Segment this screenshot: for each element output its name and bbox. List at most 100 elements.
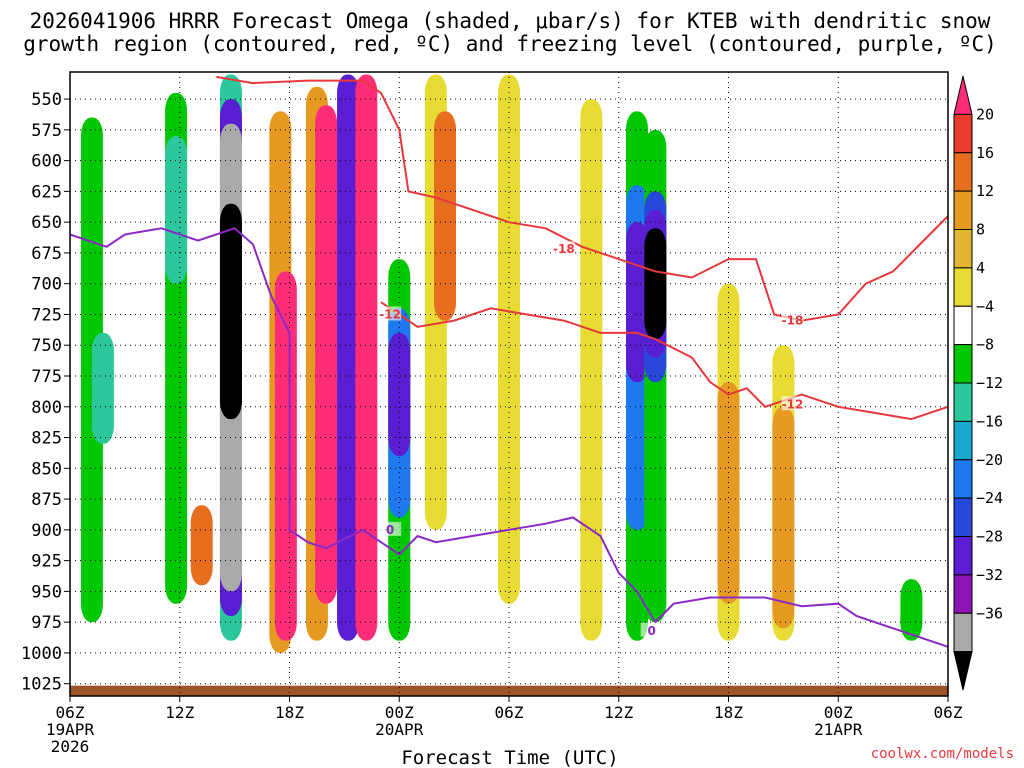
y-tick-label-775: 775 [31,367,62,387]
y-tick-label-800: 800 [31,398,62,418]
colorbar-label-11: −28 [976,528,1003,546]
omega-cell-21 [580,99,603,641]
colorbar-bin-14 [953,612,973,653]
y-tick-label-700: 700 [31,275,62,295]
omega-cell-10 [274,271,297,641]
x-tick-label-1: 12Z [165,703,194,722]
omega-cell-4 [190,505,213,586]
series-line-2 [69,227,949,648]
contour-label-0-0: -18 [553,242,575,256]
series-line-0 [216,75,949,322]
y-tick-label-875: 875 [31,490,62,510]
colorbar-bin-1 [953,113,973,154]
x-tick-label-2: 18Z [275,703,304,722]
y-tick-label-750: 750 [31,336,62,356]
series-line-1 [380,301,949,421]
x-tick-label-8: 06Z [934,703,963,722]
colorbar-bin-13 [953,574,973,614]
x-tick-label-4: 06Z [495,703,524,722]
contour-label-1-1: -12 [782,397,804,411]
omega-cell-13 [337,74,360,641]
colorbar-bin-7 [953,344,973,384]
x-tick-date-0: 19APR [46,720,95,739]
contour-label-bg-2-0 [379,521,402,536]
colorbar-bin-2 [953,152,973,192]
y-tick-label-625: 625 [31,182,62,202]
omega-cell-19 [433,111,456,321]
chart-title-line1: 2026041906 HRRR Forecast Omega (shaded, … [30,9,991,33]
y-tick-label-850: 850 [31,459,62,479]
y-tick-label-675: 675 [31,244,62,264]
colorbar-label-7: −12 [976,374,1003,392]
x-tick-label-7: 00Z [824,703,853,722]
colorbar-label-1: 16 [976,144,994,162]
y-tick-label-925: 925 [31,552,62,572]
y-tick-label-900: 900 [31,521,62,541]
colorbar-label-10: −24 [976,489,1003,507]
x-tick-date-3: 20APR [375,720,424,739]
colorbar-label-6: −8 [976,336,994,354]
y-tick-label-575: 575 [31,121,62,141]
x-tick-date-7: 21APR [814,720,863,739]
y-tick-label-975: 975 [31,613,62,633]
y-tick-label-725: 725 [31,305,62,325]
x-tick-year-0: 2026 [51,737,90,756]
omega-cell-12 [315,105,338,604]
contour-label-bg-0-1 [781,312,804,327]
colorbar-label-0: 20 [976,105,994,123]
colorbar-label-4: 4 [976,259,985,277]
omega-cell-3 [165,136,188,284]
y-tick-label-650: 650 [31,213,62,233]
y-tick-label-1025: 1025 [21,675,62,695]
terrain-ground [70,685,948,696]
chart-title-line2: growth region (contoured, red, ºC) and f… [23,32,997,56]
colorbar-bin-11 [953,497,973,537]
colorbar-bin-10 [953,459,973,499]
contour-label-bg-0-0 [552,241,575,256]
colorbar-label-5: −4 [976,297,994,315]
omega-shading [80,74,923,653]
colorbar-label-2: 12 [976,182,994,200]
colorbar-legend: 20 16 12 8 4 −4 −8 −12 −16 −20 −24 −28 −32 −36 [953,75,1003,691]
omega-cell-14 [355,74,378,641]
contour-label-bg-2-1 [640,622,663,637]
contour-label-0-1: -18 [782,314,804,328]
omega-cell-8 [219,203,242,420]
colorbar-bin-12 [953,536,973,576]
x-tick-label-6: 18Z [714,703,743,722]
colorbar-top-arrow [953,75,973,115]
contour-label-1-0: -12 [379,307,401,321]
y-tick-label-950: 950 [31,582,62,602]
colorbar-bin-8 [953,382,973,422]
x-tick-label-3: 00Z [385,703,414,722]
colorbar-label-3: 8 [976,221,985,239]
x-tick-label-5: 12Z [604,703,633,722]
colorbar-bin-6 [953,305,973,346]
contour-lines: -18 -18 -12 -12 0 0 [69,75,949,648]
x-tick-label-0: 06Z [56,703,85,722]
y-tick-label-1000: 1000 [21,644,62,664]
omega-cell-1 [91,332,114,444]
omega-cell-32 [772,406,795,629]
y-tick-label-825: 825 [31,429,62,449]
colorbar-label-12: −32 [976,566,1003,584]
colorbar-label-9: −20 [976,451,1003,469]
ground-fill [70,685,948,696]
y-tick-label-550: 550 [31,90,62,110]
omega-cell-20 [498,74,520,604]
omega-cell-17 [388,332,411,456]
y-axis: 550 575 600 625 650 675 700 725 750 775 800 825 850 8… [21,90,70,695]
contour-label-2-1: 0 [647,624,655,638]
contour-label-bg-1-1 [781,396,804,411]
colorbar-bin-3 [953,190,973,230]
colorbar-bin-5 [953,267,973,307]
colorbar-label-13: −36 [976,604,1003,622]
colorbar-bottom-arrow [953,651,973,691]
omega-cell-24 [626,222,649,383]
colorbar-bin-9 [953,420,973,461]
colorbar-bin-4 [953,229,973,269]
contour-label-2-0: 0 [386,523,394,537]
credit-link[interactable]: coolwx.com/models [871,746,1014,762]
